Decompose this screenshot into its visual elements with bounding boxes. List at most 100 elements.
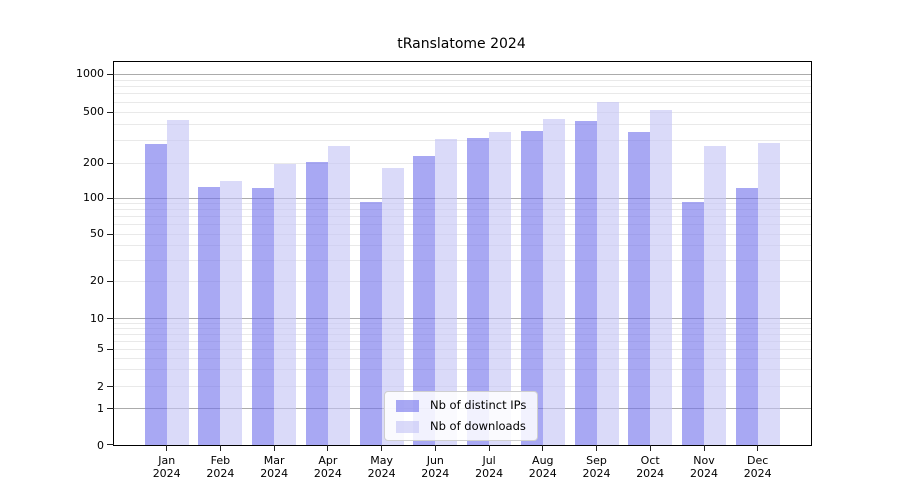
bar-distinct-ips: [305, 161, 328, 445]
y-tick: [107, 111, 114, 113]
legend-label: Nb of downloads: [430, 419, 526, 433]
minor-gridline: [114, 327, 811, 329]
minor-gridline: [114, 101, 811, 103]
y-tick-label: 500: [83, 105, 104, 119]
x-tick: [434, 445, 436, 451]
plot-area: 1000 500 200 100 50 20 10 5 2 1 0 Jan 2024 Feb 2024 M…: [76, 61, 812, 480]
bar-distinct-ips: [413, 155, 436, 445]
minor-gridline: [114, 79, 811, 81]
minor-gridline: [114, 340, 811, 342]
bar-distinct-ips: [144, 144, 167, 445]
legend-item: Nb of distinct IPs: [396, 399, 526, 412]
x-tick-label: Jan 2024: [152, 454, 181, 480]
bar-distinct-ips: [682, 202, 704, 445]
y-tick: [107, 408, 114, 410]
y-tick-label: 100: [83, 191, 104, 205]
minor-gridline: [114, 224, 811, 226]
y-tick-label: 20: [90, 274, 104, 287]
x-tick-label: Jun 2024: [421, 454, 450, 480]
y-tick: [107, 162, 114, 164]
y-tick-label: 2: [97, 379, 104, 393]
major-gridline: [114, 73, 811, 75]
bar-downloads: [489, 132, 512, 445]
bar-downloads: [274, 163, 297, 445]
minor-gridline: [114, 124, 811, 126]
minor-gridline: [114, 209, 811, 211]
bar-downloads: [381, 168, 404, 445]
y-tick: [107, 348, 114, 350]
y-tick: [107, 197, 114, 199]
bar-downloads: [327, 146, 350, 445]
minor-gridline: [114, 111, 811, 113]
bar-downloads: [596, 101, 619, 445]
minor-gridline: [114, 369, 811, 371]
bar-distinct-ips: [252, 187, 275, 445]
legend-swatch-downloads: [396, 420, 419, 433]
x-tick-label: Mar 2024: [260, 454, 289, 480]
x-tick: [757, 445, 759, 451]
minor-gridline: [114, 357, 811, 359]
x-tick-label: Jul 2024: [475, 454, 504, 480]
bar-downloads: [220, 181, 243, 445]
x-tick-label: Oct 2024: [636, 454, 665, 480]
x-tick-label: Aug 2024: [528, 454, 557, 480]
minor-gridline: [114, 203, 811, 205]
minor-gridline: [114, 245, 811, 247]
minor-gridline: [114, 162, 811, 164]
x-tick-label: Sep 2024: [582, 454, 611, 480]
x-tick: [327, 445, 329, 451]
x-tick: [542, 445, 544, 451]
minor-gridline: [114, 233, 811, 235]
x-tick: [273, 445, 275, 451]
y-tick-label: 1000: [76, 67, 104, 81]
bar-distinct-ips: [467, 138, 490, 445]
x-tick-label: Dec 2024: [743, 454, 772, 480]
major-gridline: [114, 197, 811, 199]
x-tick: [488, 445, 490, 451]
y-tick-label: 1: [97, 401, 104, 415]
bar-distinct-ips: [628, 131, 651, 445]
minor-gridline: [114, 333, 811, 335]
bar-downloads: [166, 119, 189, 445]
bar-distinct-ips: [735, 188, 758, 445]
minor-gridline: [114, 140, 811, 142]
minor-gridline: [114, 259, 811, 261]
y-tick-label: 10: [90, 311, 104, 325]
x-tick-label: Apr 2024: [313, 454, 342, 480]
y-tick-label: 5: [97, 342, 104, 355]
x-tick: [219, 445, 221, 451]
x-tick: [703, 445, 705, 451]
y-tick-label: 50: [90, 227, 104, 241]
minor-gridline: [114, 348, 811, 350]
y-tick: [107, 386, 114, 387]
y-tick-label: 0: [97, 438, 104, 452]
bar-downloads: [435, 138, 458, 445]
minor-gridline: [114, 216, 811, 218]
minor-gridline: [114, 93, 811, 95]
x-tick: [166, 445, 168, 451]
y-tick: [107, 444, 114, 445]
y-tick-label: 200: [83, 156, 104, 170]
legend-item: Nb of downloads: [396, 420, 526, 433]
x-tick-label: May 2024: [367, 454, 396, 480]
chart-title: tRanslatome 2024: [397, 36, 526, 52]
y-tick: [107, 73, 114, 75]
y-tick: [107, 233, 114, 235]
y-tick: [107, 318, 114, 319]
legend-label: Nb of distinct IPs: [430, 398, 527, 412]
minor-gridline: [114, 322, 811, 324]
bar-downloads: [650, 110, 673, 445]
bar-distinct-ips: [359, 201, 382, 445]
bar-distinct-ips: [520, 130, 543, 445]
x-tick: [381, 445, 383, 451]
y-tick: [107, 280, 114, 282]
x-tick-label: Nov 2024: [690, 454, 718, 480]
bar-downloads: [704, 146, 726, 445]
minor-gridline: [114, 386, 811, 387]
bar-distinct-ips: [574, 121, 597, 445]
bar-downloads: [542, 118, 565, 445]
x-tick: [649, 445, 651, 451]
minor-gridline: [114, 280, 811, 282]
bar-distinct-ips: [198, 187, 221, 445]
